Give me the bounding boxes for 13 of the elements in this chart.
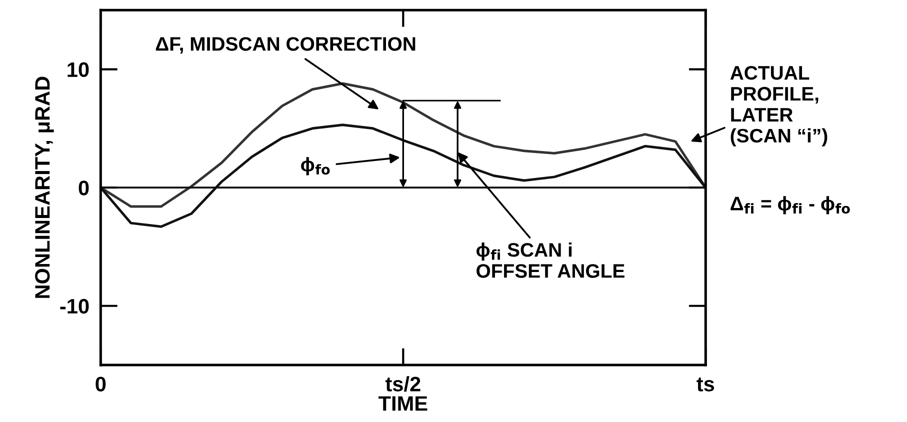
x-tick-label: ts [696,378,714,392]
x-axis-title: TIME [378,396,428,411]
x-tick-label: ts/2 [385,376,420,392]
text: ACTUAL PROFILE, LATER (SCAN “i”) [730,66,828,146]
y-tick-label: 10 [68,62,89,78]
y-axis-title: NONLINEARITY, μRAD [35,76,54,298]
y-tick-label: -10 [60,298,89,314]
text: Δ$_{fi}$ = ϕ$_{fi}$ - ϕ$_{fo}$ [730,196,850,214]
y-tick-label: 0 [78,180,89,196]
x-tick-label: 0 [96,376,106,392]
annotation: ΔF, MIDSCAN CORRECTION [156,37,416,54]
annotation: ϕ$_{fi}$ SCAN i OFFSET ANGLE [476,242,624,278]
annotation: ϕ$_{fo}$ [301,157,330,176]
